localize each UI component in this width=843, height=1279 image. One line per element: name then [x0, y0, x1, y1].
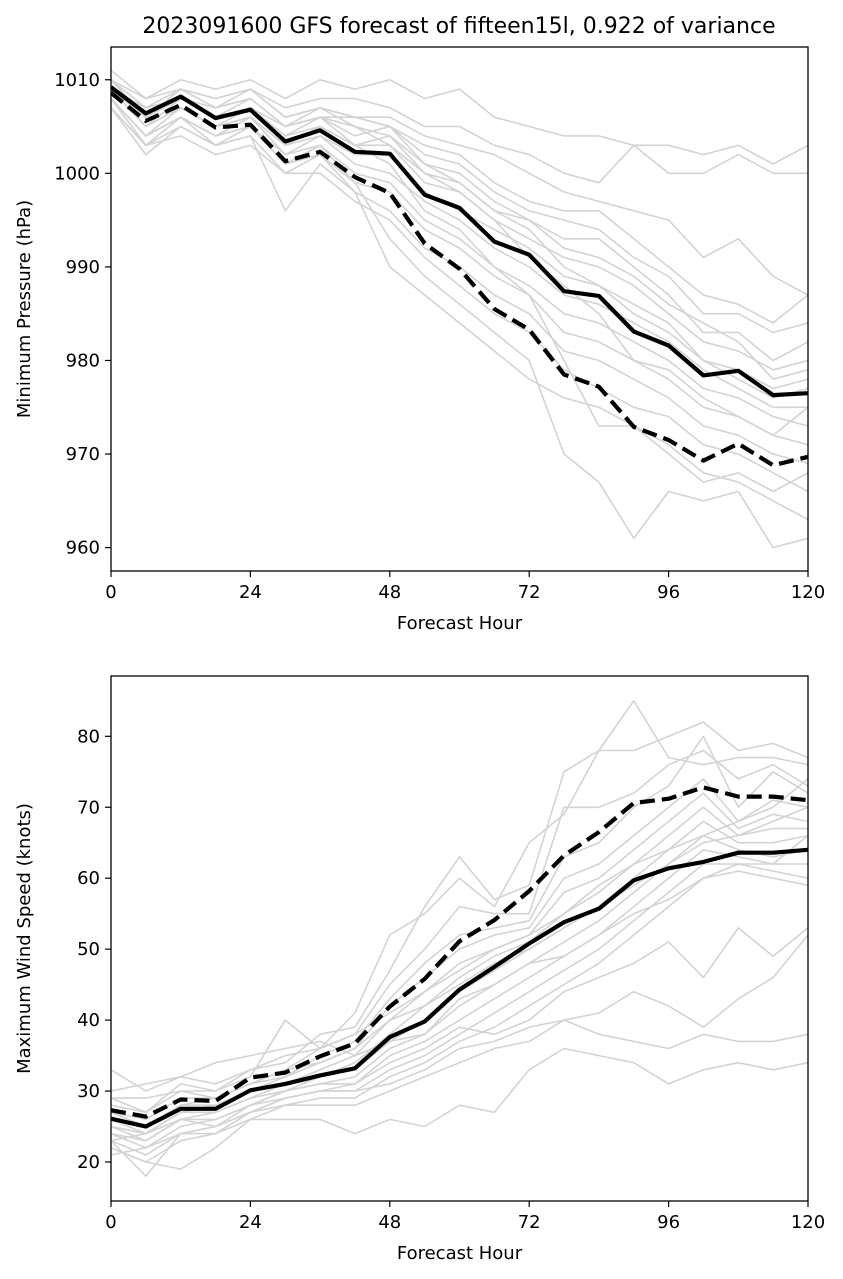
- x-tick-label: 24: [239, 582, 262, 603]
- chart-title: 2023091600 GFS forecast of fifteen15l, 0…: [142, 14, 775, 39]
- x-tick-label: 0: [105, 582, 116, 603]
- x-tick-label: 96: [657, 1212, 680, 1233]
- ensemble-member-line: [111, 98, 808, 427]
- ensemble-member-line: [111, 88, 808, 437]
- ensemble-member-line: [111, 88, 808, 399]
- ensemble-member-line: [111, 778, 808, 1092]
- ensemble-member-line: [111, 834, 808, 1092]
- y-tick-label: 990: [66, 257, 100, 278]
- ensemble-member-line: [111, 806, 808, 1099]
- y-tick-label: 20: [77, 1152, 100, 1173]
- wind-panel: 0 24 48 72 96 120 20 30 40 50 60 70 80 Forecast Hour M…: [14, 675, 825, 1264]
- x-tick-label: 24: [239, 1212, 262, 1233]
- x-tick-label: 48: [378, 582, 401, 603]
- y-axis-label: Maximum Wind Speed (knots): [14, 803, 35, 1074]
- y-tick-label: 970: [66, 444, 100, 465]
- x-tick-label: 72: [518, 582, 541, 603]
- pressure-panel: 0 24 48 72 96 120 960 970 980 990 1000 1010 Forecast…: [14, 46, 825, 634]
- ensemble-member-line: [111, 107, 808, 493]
- ensemble-member-line: [111, 778, 808, 1128]
- ensemble-member-line: [111, 69, 808, 165]
- y-tick-label: 70: [77, 797, 100, 818]
- ensemble-member-line: [111, 97, 808, 521]
- mean-dashed-line: [111, 91, 808, 468]
- mean-solid-line: [111, 85, 808, 398]
- ensemble-member-line: [111, 97, 808, 390]
- ensemble-member-line: [111, 79, 808, 381]
- x-tick-label: 48: [378, 1212, 401, 1233]
- y-tick-label: 30: [77, 1081, 100, 1102]
- ensemble-member-line: [111, 1047, 808, 1170]
- ensemble-member-line: [111, 820, 808, 1142]
- ensemble-member-line: [111, 848, 808, 1149]
- ensemble-member-line: [111, 721, 808, 1114]
- y-tick-label: 80: [77, 726, 100, 747]
- x-tick-label: 0: [105, 1212, 116, 1233]
- ensemble-member-line: [111, 735, 808, 1128]
- ensemble-member-line: [111, 1019, 808, 1163]
- y-tick-label: 1000: [54, 163, 100, 184]
- ensemble-member-line: [111, 934, 808, 1156]
- ensemble-member-line: [111, 88, 808, 324]
- mean-solid-line: [111, 847, 808, 1129]
- plot-frame: [110, 675, 809, 1202]
- ensemble-member-line: [111, 870, 808, 1177]
- y-tick-label: 960: [66, 538, 100, 559]
- ensemble-member-line: [111, 97, 808, 371]
- series-group: [111, 699, 808, 1177]
- ensemble-member-line: [111, 699, 808, 1114]
- ensemble-member-line: [111, 88, 808, 362]
- series-group: [111, 69, 808, 549]
- ensemble-member-line: [111, 88, 808, 549]
- y-axis-label: Minimum Pressure (hPa): [14, 200, 35, 418]
- x-axis-label: Forecast Hour: [397, 613, 523, 634]
- y-tick-label: 50: [77, 939, 100, 960]
- y-tick-label: 40: [77, 1010, 100, 1031]
- ensemble-member-line: [111, 107, 808, 446]
- y-tick-label: 980: [66, 350, 100, 371]
- ensemble-member-line: [111, 927, 808, 1142]
- x-tick-label: 120: [791, 1212, 825, 1233]
- ensemble-member-line: [111, 79, 808, 296]
- x-tick-label: 72: [518, 1212, 541, 1233]
- plot-frame: [110, 46, 809, 572]
- y-tick-label: 60: [77, 868, 100, 889]
- y-tick-label: 1010: [54, 70, 100, 91]
- mean-dashed-line: [111, 785, 808, 1119]
- ensemble-member-line: [111, 79, 808, 184]
- x-axis-label: Forecast Hour: [397, 1243, 523, 1264]
- ensemble-member-line: [111, 792, 808, 1135]
- x-tick-label: 120: [791, 582, 825, 603]
- x-tick-label: 96: [657, 582, 680, 603]
